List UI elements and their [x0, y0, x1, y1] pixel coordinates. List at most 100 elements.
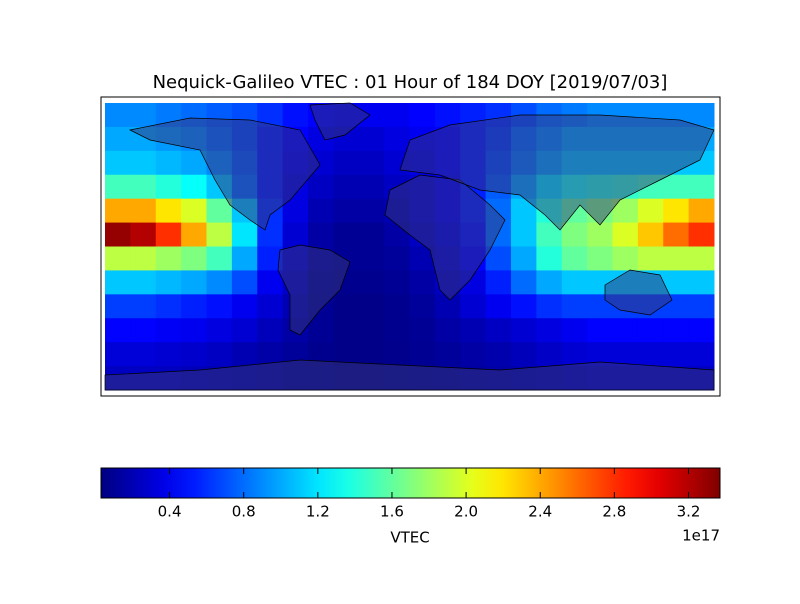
- cell: [181, 246, 207, 271]
- cell: [333, 150, 360, 176]
- cell: [612, 222, 639, 247]
- cell: [206, 342, 233, 367]
- cell: [384, 103, 410, 128]
- cell: [663, 174, 690, 200]
- cell: [358, 246, 385, 271]
- cell: [663, 222, 690, 247]
- cell: [358, 270, 385, 295]
- land-layer: [104, 102, 715, 391]
- cell: [155, 222, 182, 247]
- cell: [384, 270, 410, 295]
- cell: [358, 318, 385, 343]
- cell: [130, 222, 157, 247]
- cell: [206, 294, 233, 319]
- cell: [181, 198, 207, 224]
- cell: [511, 342, 537, 367]
- cell: [155, 174, 182, 200]
- colorbar-ticks: 0.4 0.8 1.2 1.6 2.0 2.4 2.8 3.2: [158, 468, 700, 521]
- cell: [155, 198, 182, 224]
- cell: [434, 103, 461, 128]
- cell: [231, 318, 258, 343]
- cell: [511, 270, 537, 295]
- colorbar-tick-label: 1.2: [306, 503, 330, 521]
- cell: [460, 342, 487, 367]
- cell: [485, 294, 512, 319]
- cell: [612, 318, 639, 343]
- cell: [282, 198, 309, 224]
- landmass: [104, 359, 715, 391]
- cell: [105, 198, 131, 224]
- cell: [536, 318, 563, 343]
- landmass: [128, 117, 321, 231]
- cell: [536, 294, 563, 319]
- cell: [688, 198, 715, 224]
- cell: [130, 270, 157, 295]
- cell: [358, 342, 385, 367]
- cell: [409, 270, 436, 295]
- cell: [105, 318, 131, 343]
- cell: [231, 294, 258, 319]
- cell: [536, 246, 563, 271]
- cell: [587, 222, 613, 247]
- cell: [257, 294, 284, 319]
- cell: [282, 103, 309, 128]
- cell: [155, 150, 182, 176]
- cell: [637, 318, 664, 343]
- cell: [181, 222, 207, 247]
- cell: [688, 174, 715, 200]
- cell: [511, 294, 537, 319]
- landmass: [277, 244, 351, 336]
- cell: [333, 198, 360, 224]
- cell: [663, 246, 690, 271]
- cell: [384, 294, 410, 319]
- cell: [130, 150, 157, 176]
- cell: [130, 174, 157, 200]
- cell: [231, 270, 258, 295]
- cell: [511, 318, 537, 343]
- cell: [688, 222, 715, 247]
- cell: [485, 318, 512, 343]
- cell: [105, 270, 131, 295]
- cell: [409, 294, 436, 319]
- cell: [434, 294, 461, 319]
- cell: [637, 342, 664, 367]
- cell: [257, 318, 284, 343]
- cell: [409, 342, 436, 367]
- cell: [105, 342, 131, 367]
- cell: [587, 318, 613, 343]
- cell: [561, 270, 588, 295]
- cell: [333, 318, 360, 343]
- cell: [460, 294, 487, 319]
- colorbar-tick-label: 0.8: [232, 503, 256, 521]
- cell: [409, 103, 436, 128]
- cell: [155, 270, 182, 295]
- cell: [460, 318, 487, 343]
- chart-title: Nequick-Galileo VTEC : 01 Hour of 184 DO…: [153, 72, 668, 93]
- colorbar-label: VTEC: [390, 529, 429, 547]
- cell: [663, 318, 690, 343]
- cell: [206, 222, 233, 247]
- cell: [231, 246, 258, 271]
- cell: [358, 126, 385, 152]
- cell: [257, 270, 284, 295]
- cell: [105, 103, 131, 128]
- cell: [485, 270, 512, 295]
- cell: [688, 270, 715, 295]
- cell: [155, 294, 182, 319]
- cell: [358, 174, 385, 200]
- cell: [612, 342, 639, 367]
- cell: [105, 150, 131, 176]
- cell: [561, 294, 588, 319]
- cell: [105, 294, 131, 319]
- colorbar-tick-label: 2.4: [528, 503, 552, 521]
- cell: [637, 198, 664, 224]
- cell: [663, 198, 690, 224]
- cell: [384, 342, 410, 367]
- cell: [637, 222, 664, 247]
- cell: [206, 246, 233, 271]
- cell: [358, 198, 385, 224]
- cell: [181, 342, 207, 367]
- cell: [612, 246, 639, 271]
- cell: [105, 222, 131, 247]
